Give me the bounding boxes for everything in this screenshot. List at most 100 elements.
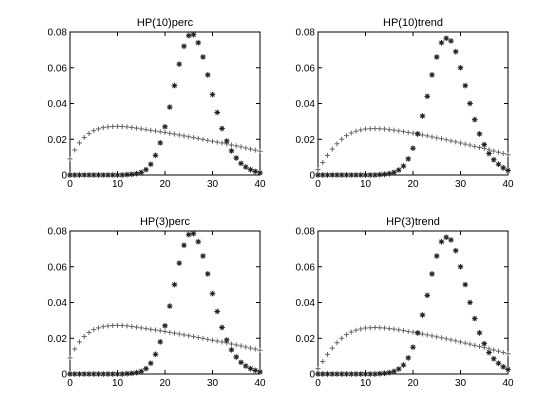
- star-marker: [238, 160, 244, 167]
- star-marker: [157, 140, 164, 146]
- plus-marker: [143, 127, 149, 133]
- star-marker: [119, 172, 126, 178]
- plus-marker: [143, 326, 149, 332]
- x-tick-label: 0: [67, 378, 73, 389]
- plus-marker: [77, 339, 82, 345]
- star-marker: [476, 131, 483, 137]
- star-marker: [214, 308, 221, 315]
- star-marker: [372, 371, 378, 377]
- y-tick-label: 0: [309, 171, 315, 182]
- plus-marker: [491, 347, 497, 353]
- plus-marker: [243, 145, 249, 151]
- star-marker: [152, 152, 159, 159]
- star-marker: [438, 39, 445, 46]
- axes-box: [69, 230, 261, 375]
- plus-marker: [320, 159, 326, 165]
- y-tick-label: 0.08: [296, 28, 316, 39]
- plus-marker: [448, 138, 454, 144]
- star-marker: [223, 337, 230, 343]
- axes-box: [317, 230, 509, 375]
- plus-marker: [467, 142, 473, 148]
- star-marker: [386, 369, 393, 376]
- plus-marker: [401, 328, 406, 334]
- star-marker: [100, 371, 107, 377]
- plus-marker: [167, 130, 173, 136]
- plus-marker: [410, 329, 416, 335]
- plus-marker: [315, 366, 321, 372]
- star-marker: [376, 171, 383, 178]
- star-marker: [467, 299, 473, 306]
- plus-marker: [162, 328, 168, 334]
- plus-marker: [353, 327, 359, 333]
- plus-marker: [129, 323, 135, 329]
- star-marker: [462, 82, 469, 89]
- plus-marker: [186, 134, 192, 140]
- star-marker: [133, 369, 140, 376]
- plus-marker: [148, 127, 154, 133]
- plus-marker: [344, 332, 349, 338]
- plus-marker: [344, 133, 349, 139]
- plus-marker: [186, 333, 192, 339]
- star-marker: [86, 371, 92, 377]
- star-marker: [505, 167, 511, 174]
- star-marker: [138, 169, 145, 176]
- star-marker: [195, 39, 202, 46]
- plus-marker: [424, 133, 430, 139]
- plus-marker: [157, 328, 163, 334]
- star-marker: [438, 238, 445, 245]
- star-marker: [86, 172, 92, 178]
- star-marker: [143, 166, 149, 173]
- plus-marker: [229, 341, 234, 347]
- star-marker: [362, 371, 369, 377]
- plus-marker: [181, 133, 187, 139]
- star-marker: [462, 281, 469, 288]
- star-marker: [114, 371, 121, 377]
- star-marker: [238, 359, 244, 366]
- plus-marker: [367, 126, 373, 132]
- x-tick-label: 0: [67, 179, 73, 190]
- plus-marker: [110, 323, 116, 329]
- plus-marker: [86, 131, 92, 137]
- plus-marker: [172, 330, 177, 336]
- plus-marker: [334, 141, 340, 147]
- star-marker: [209, 290, 216, 297]
- plus-marker: [100, 125, 106, 131]
- star-marker: [81, 371, 88, 377]
- star-marker: [100, 172, 107, 178]
- y-tick-label: 0: [309, 370, 315, 381]
- plus-marker: [443, 336, 449, 342]
- plus-marker: [229, 142, 234, 148]
- plus-marker: [86, 330, 92, 336]
- series-plus-markers: [315, 325, 511, 372]
- star-marker: [324, 172, 331, 178]
- subplot-hp10-perc: HP(10)perc 0 10 20 30 40 0 0.02 0.04 0.06 0.08: [48, 17, 266, 190]
- star-marker: [433, 54, 440, 60]
- plus-marker: [477, 343, 482, 349]
- x-tick-label: 10: [112, 179, 124, 190]
- series-star-markers: [67, 31, 263, 178]
- plus-marker: [181, 332, 187, 338]
- plus-marker: [453, 338, 459, 344]
- plus-marker: [238, 144, 244, 150]
- plus-marker: [420, 132, 425, 138]
- plus-marker: [134, 324, 139, 330]
- x-tick-label: 10: [360, 179, 372, 190]
- star-marker: [433, 253, 440, 259]
- star-marker: [214, 109, 221, 116]
- star-marker: [452, 48, 459, 55]
- star-marker: [67, 371, 73, 377]
- plus-marker: [167, 329, 173, 335]
- plus-marker: [405, 129, 411, 135]
- star-marker: [343, 172, 350, 178]
- star-marker: [242, 363, 249, 369]
- star-marker: [424, 292, 431, 299]
- y-tick-label: 0.04: [48, 298, 68, 309]
- plus-marker: [81, 333, 87, 339]
- star-marker: [338, 172, 345, 178]
- star-marker: [419, 312, 426, 318]
- star-marker: [353, 371, 359, 377]
- star-marker: [391, 368, 397, 375]
- star-marker: [133, 170, 140, 177]
- star-marker: [200, 253, 206, 259]
- star-marker: [223, 138, 230, 144]
